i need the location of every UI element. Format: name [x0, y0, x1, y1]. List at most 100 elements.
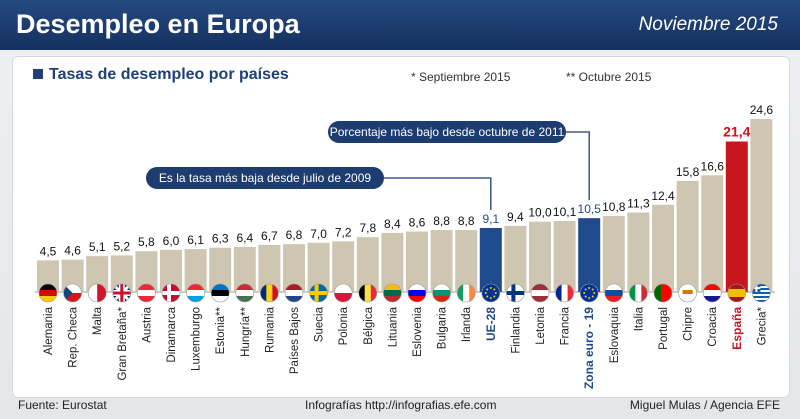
value-label-polonia: 7,2	[335, 225, 352, 239]
category-label-rumania: Rumania	[264, 306, 276, 353]
annotation-leader-ue-28	[384, 177, 492, 211]
flag-bulgaria	[432, 283, 451, 303]
category-label-estonia: Estonia**	[215, 306, 227, 354]
value-label-irlanda: 8,8	[458, 214, 475, 228]
category-label-espana: España	[730, 307, 744, 350]
category-label-chipre: Chipre	[683, 307, 695, 341]
bar-francia	[553, 220, 576, 292]
footer-source: Fuente: Eurostat	[18, 398, 107, 412]
flag-malta	[87, 283, 107, 303]
category-label-alemania: Alemania	[43, 306, 55, 355]
page-title: Desempleo en Europa	[16, 9, 300, 39]
category-label-dinamarca: Dinamarca	[166, 306, 178, 362]
note-october: ** Octubre 2015	[566, 70, 652, 84]
category-label-suecia: Suecia	[314, 306, 326, 342]
note-september: * Septiembre 2015	[411, 70, 511, 84]
value-label-croacia: 16,6	[701, 159, 725, 173]
flag-hungria	[235, 283, 255, 303]
flag-italia	[629, 283, 648, 303]
category-label-ue-28: UE-28	[484, 307, 498, 341]
flag-finlandia	[506, 283, 525, 303]
category-label-malta: Malta	[92, 306, 104, 335]
bar-hungria	[233, 246, 256, 292]
value-label-austria: 5,8	[138, 235, 155, 249]
flag-croacia	[702, 283, 722, 303]
header-banner: Desempleo en Europa Noviembre 2015	[0, 0, 800, 50]
value-label-gran-bretana: 5,2	[113, 239, 130, 253]
bar-bulgaria	[430, 230, 453, 292]
value-label-dinamarca: 6,0	[163, 234, 180, 248]
value-label-espana: 21,4	[723, 124, 750, 140]
flag-grecia	[752, 283, 771, 303]
value-label-belgica: 7,8	[359, 221, 376, 235]
category-label-francia: Francia	[560, 306, 572, 345]
bar-austria	[135, 251, 158, 292]
category-label-belgica: Bélgica	[363, 306, 375, 344]
value-label-hungria: 6,4	[236, 231, 253, 245]
bar-polonia	[332, 241, 355, 292]
value-label-bulgaria: 8,8	[433, 214, 450, 228]
flag-espana	[727, 283, 747, 303]
flag-eslovaquia	[604, 283, 624, 303]
annotation-box-ue-28	[146, 167, 384, 189]
bar-estonia	[209, 247, 232, 292]
value-label-alemania: 4,5	[40, 244, 57, 258]
flag-irlanda	[456, 283, 476, 303]
bar-suecia	[307, 242, 330, 292]
bar-irlanda	[455, 230, 478, 292]
bar-belgica	[356, 237, 379, 292]
value-label-luxemburgo: 6,1	[187, 233, 204, 247]
bar-eslovaquia	[602, 216, 625, 292]
bar-lituania	[381, 232, 404, 292]
bar-ue-28	[479, 228, 502, 292]
subtitle-marker	[33, 69, 43, 79]
category-label-zona-euro-19: Zona euro - 19	[582, 307, 596, 389]
category-label-eslovaquia: Eslovaquia	[609, 306, 621, 363]
bar-rep-checa	[61, 259, 84, 292]
value-label-estonia: 6,3	[212, 232, 229, 246]
bar-portugal	[652, 204, 674, 292]
bar-malta	[86, 256, 109, 292]
bar-alemania	[37, 260, 59, 292]
flag-eslovenia	[407, 283, 427, 303]
value-label-eslovaquia: 10,8	[602, 200, 626, 214]
category-label-gran-bretana: Gran Bretaña*	[117, 306, 129, 380]
flag-francia	[555, 283, 574, 303]
flag-ue-28	[481, 283, 501, 303]
value-label-zona-euro-19: 10,5	[578, 202, 602, 216]
category-label-letonia: Letonia	[535, 306, 547, 344]
flag-zona-euro-19	[579, 283, 599, 303]
bar-espana	[725, 141, 748, 292]
value-label-suecia: 7,0	[310, 227, 327, 241]
annotation-text-ue-28: Es la tasa más baja desde julio de 2009	[159, 171, 371, 185]
value-label-paises-bajos: 6,8	[286, 228, 303, 242]
bar-finlandia	[504, 225, 527, 292]
bar-letonia	[529, 221, 551, 292]
flag-dinamarca	[161, 283, 181, 303]
flag-estonia	[210, 283, 230, 303]
category-label-portugal: Portugal	[658, 307, 670, 350]
flag-paises-bajos	[284, 283, 304, 303]
publication-date: Noviembre 2015	[638, 14, 778, 35]
category-label-eslovenia: Eslovenia	[412, 306, 424, 356]
value-label-rep-checa: 4,6	[64, 244, 81, 258]
category-label-finlandia: Finlandia	[510, 306, 522, 353]
value-label-francia: 10,1	[553, 205, 577, 219]
flag-gran-bretana	[112, 283, 132, 303]
value-label-italia: 11,3	[627, 197, 650, 211]
bar-paises-bajos	[283, 244, 305, 292]
category-label-irlanda: Irlanda	[461, 306, 473, 342]
bar-chipre	[676, 180, 699, 292]
bar-italia	[627, 212, 650, 292]
annotation-leader-zona-euro-19	[566, 131, 590, 201]
flag-portugal	[653, 283, 673, 303]
category-label-rep-checa: Rep. Checa	[68, 306, 80, 367]
annotation-box-zona-euro-19	[328, 121, 566, 143]
category-label-austria: Austria	[141, 306, 153, 342]
flag-belgica	[358, 283, 378, 303]
flag-chipre	[678, 283, 697, 303]
value-label-malta: 5,1	[89, 240, 106, 254]
value-label-chipre: 15,8	[676, 165, 700, 179]
annotation-text-zona-euro-19: Porcentaje más bajo desde octubre de 201…	[330, 125, 565, 139]
bar-dinamarca	[160, 249, 182, 292]
